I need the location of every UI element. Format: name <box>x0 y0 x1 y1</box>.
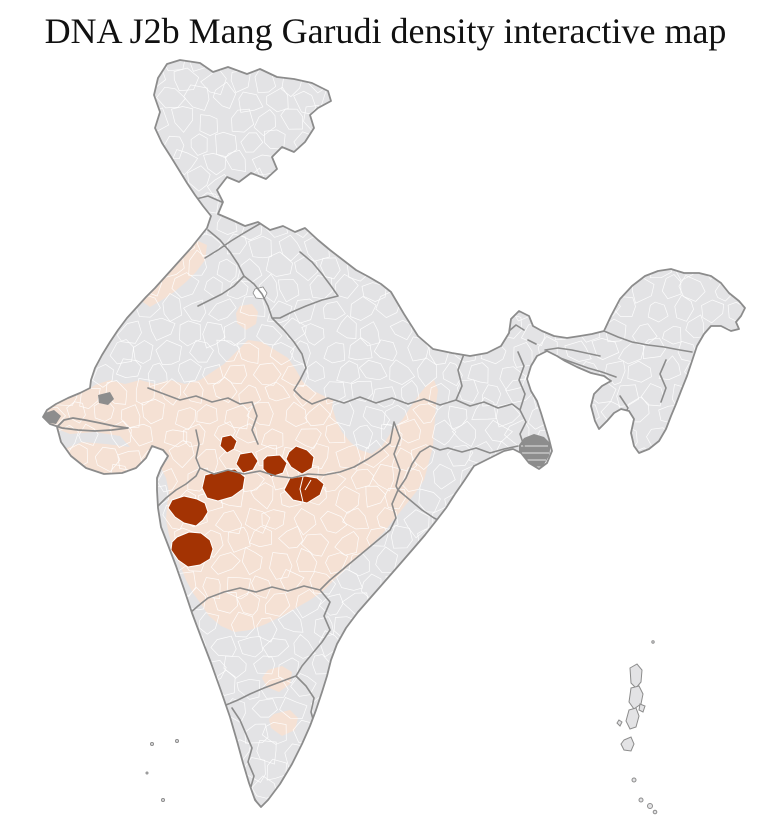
andaman-nicobar-islands <box>616 640 658 815</box>
low-density-south-district-2 <box>269 710 298 736</box>
high-density-districts[interactable] <box>154 434 325 568</box>
lakshadweep-islands <box>145 739 179 802</box>
page-title: DNA J2b Mang Garudi density interactive … <box>44 11 727 51</box>
rann-of-kutch-area <box>98 392 114 405</box>
india-outline <box>42 59 746 808</box>
sundarbans-hatching <box>520 445 549 468</box>
high-density-district <box>154 434 325 568</box>
low-density-east-district <box>487 514 519 540</box>
district-divider-lines <box>299 476 312 503</box>
sundarbans-delta-area <box>519 434 551 471</box>
low-density-punjab-strip <box>140 240 207 307</box>
